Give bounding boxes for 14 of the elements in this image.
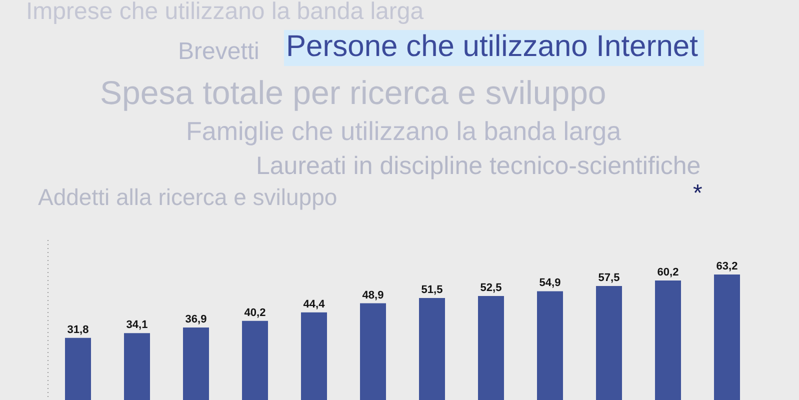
data-label: 57,5 — [598, 272, 620, 284]
data-label: 48,9 — [362, 289, 384, 302]
data-label: 34,1 — [126, 319, 148, 332]
data-label: 54,9 — [539, 277, 561, 290]
data-label: 40,2 — [244, 306, 266, 319]
data-label: 51,5 — [421, 284, 443, 296]
data-label: 36,9 — [185, 314, 207, 326]
text: * — [693, 180, 702, 208]
data-label: 44,4 — [303, 298, 326, 310]
data-label: 52,5 — [480, 282, 502, 294]
data-label: 31,8 — [67, 324, 89, 336]
data-label: 60,2 — [657, 266, 679, 278]
chart-title: Persone che utilizzano Internet — [284, 30, 704, 66]
data-label: 63,2 — [716, 260, 738, 272]
